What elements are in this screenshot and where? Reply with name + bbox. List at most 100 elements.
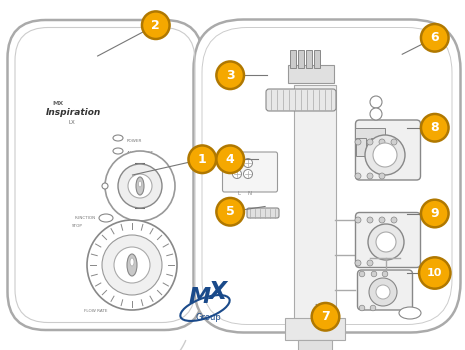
Text: FUNCTION: FUNCTION — [75, 216, 96, 220]
Bar — [298, 340, 332, 350]
Circle shape — [355, 139, 361, 145]
Circle shape — [218, 63, 243, 88]
Circle shape — [128, 174, 152, 198]
FancyBboxPatch shape — [266, 89, 336, 111]
Text: 7: 7 — [321, 310, 330, 323]
Circle shape — [420, 259, 449, 287]
Circle shape — [313, 304, 338, 329]
Text: 5: 5 — [226, 205, 234, 218]
Circle shape — [379, 173, 385, 179]
Bar — [371, 138, 381, 156]
Text: X: X — [208, 280, 226, 304]
Circle shape — [190, 147, 215, 172]
Text: MX: MX — [52, 101, 63, 106]
Circle shape — [215, 197, 245, 227]
Circle shape — [370, 96, 382, 108]
Bar — [355, 128, 385, 140]
Bar — [356, 138, 366, 156]
Circle shape — [373, 143, 397, 167]
Text: Inspiration: Inspiration — [46, 108, 101, 117]
FancyBboxPatch shape — [358, 270, 412, 310]
Circle shape — [105, 151, 175, 221]
Text: 8: 8 — [431, 121, 439, 134]
Circle shape — [218, 199, 243, 224]
Ellipse shape — [113, 135, 123, 141]
Circle shape — [215, 60, 245, 90]
Bar — [288, 65, 334, 83]
Ellipse shape — [127, 254, 137, 276]
Circle shape — [87, 220, 177, 310]
Text: 9: 9 — [431, 207, 439, 220]
Ellipse shape — [113, 148, 123, 154]
Text: L    N: L N — [238, 191, 252, 196]
FancyBboxPatch shape — [356, 212, 420, 267]
Circle shape — [355, 217, 361, 223]
Text: Group: Group — [195, 313, 221, 322]
Circle shape — [244, 159, 252, 168]
Text: 10: 10 — [427, 268, 443, 278]
Circle shape — [232, 169, 241, 178]
Circle shape — [218, 147, 243, 172]
Ellipse shape — [139, 181, 141, 187]
Circle shape — [118, 164, 162, 208]
Circle shape — [422, 115, 447, 140]
FancyBboxPatch shape — [247, 208, 279, 218]
Circle shape — [365, 135, 405, 175]
Circle shape — [420, 198, 450, 229]
FancyBboxPatch shape — [7, 20, 202, 330]
Circle shape — [376, 285, 390, 299]
Circle shape — [379, 217, 385, 223]
Circle shape — [371, 271, 377, 277]
Circle shape — [367, 173, 373, 179]
Text: M: M — [189, 287, 211, 307]
Text: FLOW RATE: FLOW RATE — [84, 309, 107, 313]
Text: POWER: POWER — [127, 139, 142, 142]
Ellipse shape — [136, 177, 144, 195]
Bar — [306, 50, 312, 68]
Circle shape — [422, 25, 447, 50]
Circle shape — [379, 139, 385, 145]
Bar — [294, 85, 336, 320]
Text: LX: LX — [68, 120, 75, 125]
Circle shape — [422, 201, 447, 226]
Circle shape — [141, 10, 171, 40]
FancyBboxPatch shape — [193, 20, 460, 332]
Circle shape — [359, 271, 365, 277]
Circle shape — [367, 260, 373, 266]
Circle shape — [367, 139, 373, 145]
Circle shape — [370, 108, 382, 120]
Circle shape — [187, 144, 217, 174]
Circle shape — [368, 224, 404, 260]
Ellipse shape — [130, 258, 134, 266]
Bar — [314, 50, 320, 68]
Circle shape — [232, 159, 241, 168]
Ellipse shape — [99, 214, 113, 222]
Text: 4: 4 — [226, 153, 234, 166]
Circle shape — [355, 260, 361, 266]
Circle shape — [114, 247, 150, 283]
Bar — [290, 50, 296, 68]
Circle shape — [418, 256, 452, 290]
Text: 2: 2 — [152, 19, 160, 32]
Circle shape — [215, 144, 245, 174]
Circle shape — [102, 183, 108, 189]
Circle shape — [143, 13, 168, 38]
Text: 6: 6 — [431, 31, 439, 44]
Circle shape — [367, 217, 373, 223]
Circle shape — [355, 173, 361, 179]
Circle shape — [391, 217, 397, 223]
Circle shape — [359, 305, 365, 311]
Ellipse shape — [219, 149, 229, 167]
Text: AUTO RESET: AUTO RESET — [127, 152, 153, 155]
Circle shape — [244, 169, 252, 178]
Text: STOP: STOP — [72, 224, 83, 228]
FancyBboxPatch shape — [222, 152, 278, 192]
Circle shape — [382, 271, 388, 277]
Circle shape — [311, 302, 340, 332]
Circle shape — [420, 113, 450, 143]
Circle shape — [102, 235, 162, 295]
FancyBboxPatch shape — [356, 120, 420, 180]
Text: 1: 1 — [198, 153, 206, 166]
Bar — [285, 318, 345, 340]
Circle shape — [370, 305, 376, 311]
